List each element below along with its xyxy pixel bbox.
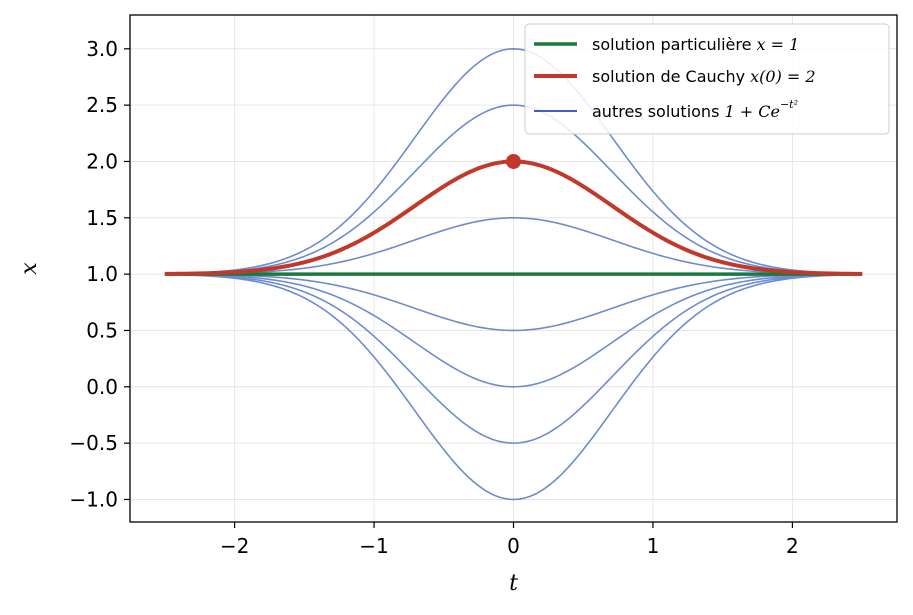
legend-label: solution de Cauchy x(0) = 2 [592, 67, 816, 86]
y-tick-label: 2.5 [86, 93, 118, 117]
initial-condition-marker [506, 153, 521, 169]
y-tick-label: 2.0 [86, 149, 118, 173]
legend-entries: solution particulière x = 1 solution de C… [534, 35, 816, 121]
other-solution-line [164, 273, 863, 444]
other-solution-line [164, 47, 863, 275]
x-tick-label: 2 [786, 534, 799, 558]
other-solution-line [164, 273, 863, 501]
y-tick-label: 0.5 [86, 318, 118, 342]
x-tick-label: −2 [220, 534, 249, 558]
legend: solution particulière x = 1 solution de C… [524, 23, 890, 135]
x-axis-label: t [509, 571, 518, 596]
y-tick-label: 1.5 [86, 206, 118, 230]
legend-label: autres solutions 1 + Ce−t² [592, 98, 798, 121]
y-axis-label: x [17, 262, 42, 275]
legend-box [524, 23, 890, 135]
x-tick-label: 0 [507, 534, 520, 558]
other-solution-line [164, 216, 863, 275]
legend-label: solution particulière x = 1 [592, 35, 799, 54]
other-solution-line [164, 273, 863, 332]
curves [164, 47, 863, 501]
y-tick-label: 1.0 [86, 262, 118, 286]
other-solution-line [164, 104, 863, 275]
y-tick-label: −0.5 [69, 431, 118, 455]
y-tick-label: 0.0 [86, 375, 118, 399]
y-tick-label: 3.0 [86, 37, 118, 61]
other-solution-line [164, 273, 863, 388]
y-tick-label: −1.0 [69, 487, 118, 511]
x-tick-label: −1 [359, 534, 388, 558]
plot-frame [129, 14, 898, 523]
x-tick-label: 1 [647, 534, 660, 558]
ticks: −2 −1 0 1 2 −1.0 −0.5 0.0 0.5 1.0 1.5 2.0 2.5 3.0 [69, 37, 798, 558]
